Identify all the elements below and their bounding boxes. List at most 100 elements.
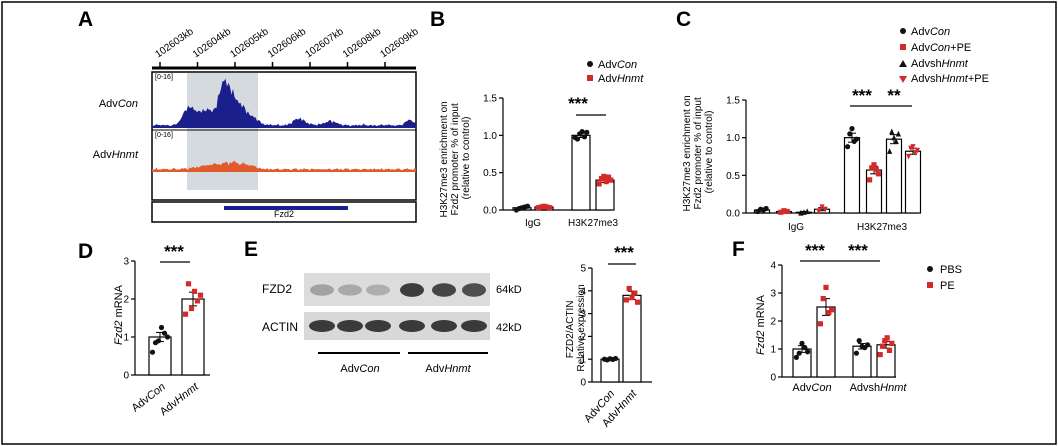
data-point <box>804 208 810 215</box>
e-group-hnmt: AdvHnmt <box>425 363 471 375</box>
data-point <box>778 209 784 215</box>
e-group-con: AdvCon <box>340 363 379 375</box>
fzd2-band <box>400 283 424 297</box>
e-significance: *** <box>614 243 634 262</box>
y-tick-label: 1 <box>123 333 129 344</box>
panel-label-f: F <box>732 238 745 261</box>
y-tick-label: 0.5 <box>726 171 740 182</box>
c-legend-4: AdvshHnmt+PE <box>911 73 989 85</box>
b-legend-1: AdvCon <box>598 59 637 71</box>
data-point <box>161 330 168 336</box>
data-point <box>799 340 805 346</box>
data-point <box>164 334 171 340</box>
e-blot-label-actin: ACTIN <box>262 320 298 334</box>
data-point <box>853 350 860 356</box>
f-legend-pe: PE <box>940 280 955 292</box>
x-tick-label: H3K27me3 <box>568 218 618 229</box>
kb-tick-label: 102605kb <box>228 26 271 60</box>
track2-range: [0-16] <box>155 132 173 139</box>
b-significance: *** <box>568 94 588 113</box>
data-point <box>847 131 853 137</box>
panel-f-plot: 0 1 2 3 4 <box>770 261 896 384</box>
data-point <box>875 171 881 177</box>
data-point <box>887 148 893 154</box>
data-point <box>793 354 800 360</box>
data-point <box>871 162 877 168</box>
data-point <box>605 174 612 180</box>
data-point <box>845 144 851 150</box>
data-point <box>149 349 156 355</box>
data-point <box>581 134 588 140</box>
y-tick-label: 0.0 <box>483 206 497 217</box>
y-tick-label: 1.0 <box>726 133 740 144</box>
data-point <box>879 343 886 349</box>
e-ylabel: FZD2/ACTIN Relative expression <box>565 284 587 371</box>
panel-label-a: A <box>78 8 93 31</box>
panel-e: FZD2 ACTIN 64kD 42kD AdvCon AdvHnmt FZD2… <box>262 243 636 375</box>
data-point <box>603 179 609 185</box>
e-size-64: 64kD <box>496 284 522 296</box>
f-legend-pbs: PBS <box>940 264 962 276</box>
data-point <box>182 311 189 317</box>
data-point <box>865 342 871 348</box>
y-tick-label: 0 <box>123 371 129 382</box>
y-tick-label: 1 <box>580 355 586 366</box>
data-point <box>538 204 544 210</box>
x-tick-label: IgG <box>788 222 804 233</box>
actin-band <box>399 320 425 332</box>
f-sig-2: *** <box>848 241 868 260</box>
data-point <box>802 345 808 351</box>
y-tick-label: 0.0 <box>726 209 740 220</box>
data-point <box>816 208 822 215</box>
data-point <box>155 338 162 344</box>
data-point <box>197 292 204 298</box>
data-point <box>579 129 585 135</box>
data-point <box>893 138 899 145</box>
y-tick-label: 2 <box>770 317 776 328</box>
kb-tick-label: 102608kb <box>341 26 384 60</box>
panel-b-plot: 0.0 0.5 1.0 1.5 IgG H3K27me3 <box>483 94 618 230</box>
data-point <box>626 285 632 292</box>
y-tick-label: 1.0 <box>483 131 497 142</box>
data-point <box>867 177 873 183</box>
y-tick-label: 3 <box>580 309 586 320</box>
fzd2-band <box>432 283 456 297</box>
data-point <box>608 177 614 183</box>
data-point <box>629 295 635 301</box>
data-point <box>889 128 895 135</box>
data-point <box>158 324 165 331</box>
c-legend-2: AdvCon+PE <box>911 42 971 54</box>
y-tick-label: 1.5 <box>483 94 497 105</box>
data-point <box>596 181 602 187</box>
data-point <box>784 208 790 215</box>
y-tick-label: 0.5 <box>483 168 497 179</box>
kb-tick-label: 102607kb <box>303 26 346 60</box>
data-point <box>613 355 619 362</box>
data-point <box>796 350 802 356</box>
data-point <box>547 205 553 211</box>
panel-c: H3K27me3 enrichment on Fzd2 promoter % o… <box>682 26 989 211</box>
y-tick-label: 2 <box>580 332 586 343</box>
c-ylabel: H3K27me3 enrichment on Fzd2 promoter % o… <box>682 93 715 212</box>
panel-b: H3K27me3 enrichment on Fzd2 promoter % o… <box>439 59 644 217</box>
actin-band <box>337 320 363 332</box>
b-ylabel: H3K27me3 enrichment on Fzd2 promoter % o… <box>439 99 472 218</box>
bar <box>904 150 922 214</box>
data-point <box>884 335 890 341</box>
track1-coverage <box>152 78 416 128</box>
kb-tick-label: 102606kb <box>266 26 309 60</box>
bar <box>865 169 883 214</box>
data-point <box>877 352 883 358</box>
fzd2-band <box>462 283 486 297</box>
data-point <box>819 204 825 211</box>
f-sig-1: *** <box>805 241 825 260</box>
kb-tick-label: 102609kb <box>378 26 421 60</box>
data-point <box>823 284 829 290</box>
c-legend-3: AdvshHnmt <box>911 58 969 70</box>
kb-tick-label: 102604kb <box>191 26 234 60</box>
bar <box>876 344 896 378</box>
y-tick-label: 4 <box>580 286 586 297</box>
bar <box>600 358 620 383</box>
